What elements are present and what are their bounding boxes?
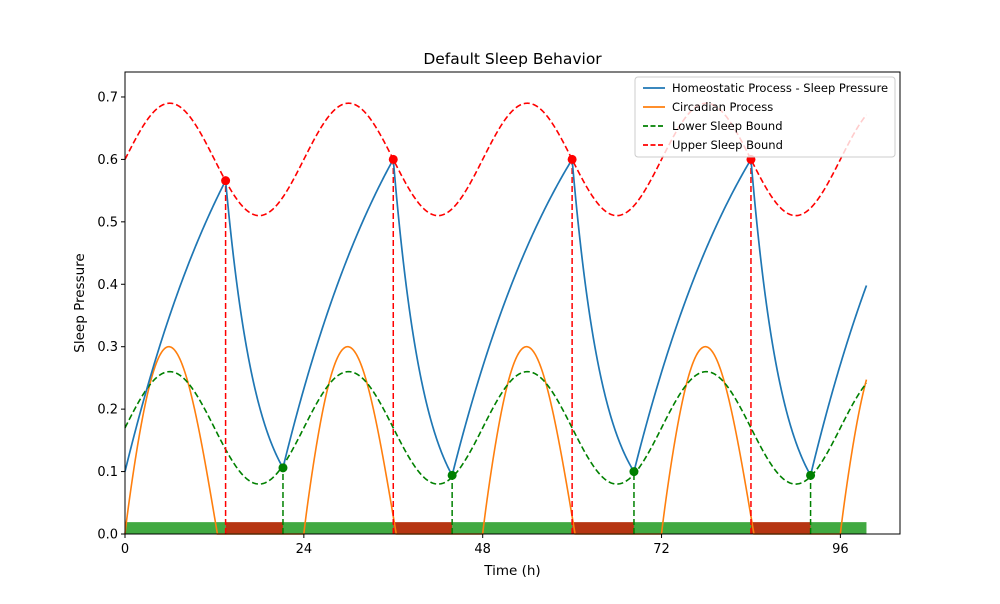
wake-bar-4 xyxy=(810,522,867,534)
y-tick-label-2: 0.2 xyxy=(97,403,118,418)
legend-label-0: Homeostatic Process - Sleep Pressure xyxy=(672,81,888,95)
x-axis-label: Time (h) xyxy=(483,563,540,579)
x-tick-label-3: 72 xyxy=(653,542,670,557)
sleep-onset-point-2 xyxy=(567,154,577,164)
wake-point-0 xyxy=(278,463,288,473)
y-tick-label-7: 0.7 xyxy=(97,90,118,105)
plot-frame xyxy=(124,71,901,535)
x-tick-label-1: 24 xyxy=(296,542,313,557)
axes-layer: 0 24 48 72 96 0.0 0.1 0.2 0.3 0.4 0.5 0.6 0.7 xyxy=(97,90,848,557)
y-tick-label-3: 0.3 xyxy=(97,340,118,355)
sleep-bar-3 xyxy=(750,522,811,534)
x-tick-label-0: 0 xyxy=(121,542,129,557)
wake-bar-0 xyxy=(125,522,226,534)
y-tick-label-0: 0.0 xyxy=(97,528,118,543)
state-bars-layer xyxy=(125,522,867,534)
wake-point-1 xyxy=(447,470,457,480)
wake-bar-3 xyxy=(633,522,751,534)
wake-point-3 xyxy=(806,470,816,480)
y-tick-label-5: 0.5 xyxy=(97,215,118,230)
series-lines-layer xyxy=(124,102,868,535)
sleep-bar-2 xyxy=(572,522,634,534)
wake-bar-1 xyxy=(282,522,394,534)
x-tick-label-2: 48 xyxy=(474,542,491,557)
legend-label-2: Lower Sleep Bound xyxy=(672,119,783,133)
sleep-bar-0 xyxy=(225,522,283,534)
sleep-onset-point-0 xyxy=(221,176,231,186)
legend-label-3: Upper Sleep Bound xyxy=(672,138,783,152)
sleep-bar-1 xyxy=(393,522,453,534)
homeostatic-process-line xyxy=(124,156,868,478)
wake-point-2 xyxy=(629,467,639,477)
upper-sleep-bound-line xyxy=(124,102,868,217)
circadian-process-line xyxy=(124,345,868,535)
y-tick-label-4: 0.4 xyxy=(97,278,118,293)
sleep-onset-point-1 xyxy=(388,154,398,164)
y-axis-label: Sleep Pressure xyxy=(72,253,88,352)
wake-bar-2 xyxy=(452,522,573,534)
lower-sleep-bound-line xyxy=(124,370,868,485)
legend-label-1: Circadian Process xyxy=(672,100,773,114)
x-tick-label-4: 96 xyxy=(832,542,849,557)
legend-box xyxy=(634,76,896,158)
y-tick-label-1: 0.1 xyxy=(97,465,118,480)
y-tick-label-6: 0.6 xyxy=(97,153,118,168)
legend: Homeostatic Process - Sleep Pressure Circ… xyxy=(634,76,896,158)
chart-title: Default Sleep Behavior xyxy=(423,50,602,68)
